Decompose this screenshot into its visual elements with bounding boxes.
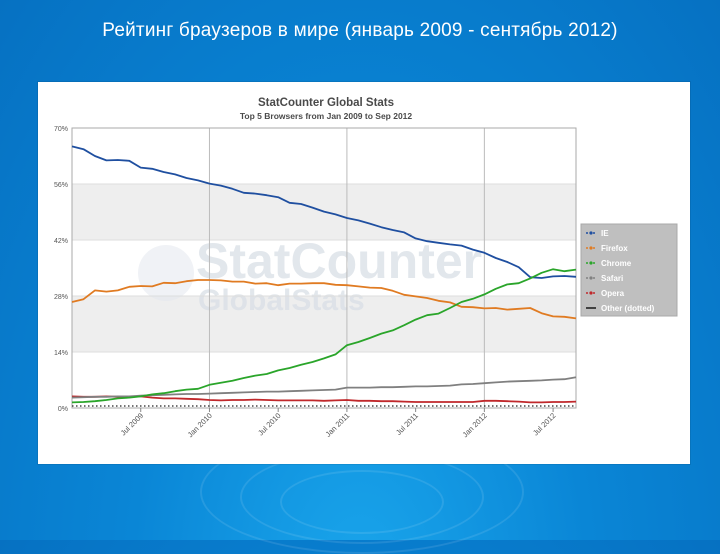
legend-label: IE — [601, 229, 609, 238]
series-line-firefox — [71, 279, 577, 320]
chart-frame: StatCounter Global Stats Top 5 Browsers … — [38, 82, 690, 464]
chart-subtitle: Top 5 Browsers from Jan 2009 to Sep 2012 — [240, 111, 413, 121]
legend-label: Firefox — [601, 244, 628, 253]
legend-marker — [589, 231, 593, 235]
y-tick-label: 56% — [54, 182, 68, 189]
x-tick-label: Jul 2011 — [394, 411, 420, 437]
y-tick-label: 28% — [54, 294, 68, 301]
y-tick-label: 0% — [58, 406, 68, 413]
series-line-safari — [71, 376, 577, 399]
legend: IE Firefox Chrome Safari Opera Other (dotted) — [580, 223, 678, 317]
y-tick-label: 42% — [54, 238, 68, 245]
plot-band — [72, 296, 576, 352]
x-axis-ticks: Jul 2009 Jan 2010 Jul 2010 Jan 2011 Jul 2011… — [119, 408, 558, 439]
legend-box — [580, 223, 678, 317]
legend-label: Other (dotted) — [601, 304, 655, 313]
y-tick-label: 70% — [54, 126, 68, 133]
grid — [71, 127, 577, 409]
plot-border — [71, 127, 577, 409]
x-tick-label: Jul 2010 — [256, 411, 282, 437]
series-line-opera — [71, 395, 577, 404]
legend-marker — [589, 246, 593, 250]
x-tick-label: Jan 2011 — [324, 411, 352, 439]
browser-share-chart: StatCounter Global Stats Top 5 Browsers … — [54, 97, 678, 439]
legend-marker — [589, 261, 593, 265]
legend-marker — [589, 276, 593, 280]
x-tick-label: Jul 2012 — [531, 411, 557, 437]
legend-label: Opera — [601, 289, 625, 298]
legend-label: Chrome — [601, 259, 632, 268]
legend-marker — [589, 291, 593, 295]
x-tick-label: Jan 2010 — [186, 411, 214, 439]
series-line-chrome — [71, 268, 577, 404]
background-swirl — [280, 470, 444, 534]
series-lines — [71, 145, 577, 407]
legend-label: Safari — [601, 274, 623, 283]
watermark-sub: GlobalStats — [198, 284, 365, 317]
y-axis-ticks: 0% 14% 28% 42% 56% 70% — [54, 126, 68, 413]
y-tick-label: 14% — [54, 350, 68, 357]
slide-title: Рейтинг браузеров в мире (январь 2009 - … — [102, 20, 618, 41]
x-tick-label: Jan 2012 — [461, 411, 489, 439]
x-tick-label: Jul 2009 — [119, 411, 145, 437]
watermark-main: StatCounter — [196, 233, 482, 289]
series-line-ie — [71, 145, 577, 279]
chart-title: StatCounter Global Stats — [258, 97, 394, 109]
